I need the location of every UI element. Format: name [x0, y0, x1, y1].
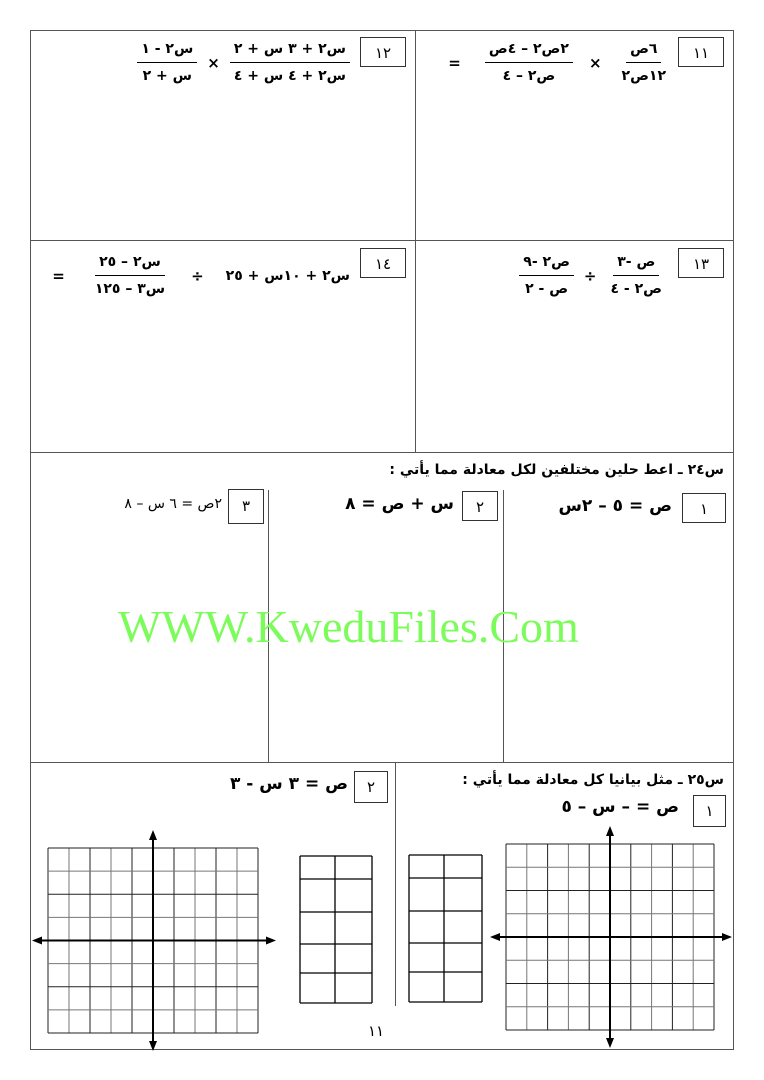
arrow-left-icon — [32, 936, 42, 945]
equals-sign: = — [52, 266, 65, 285]
fraction: س٢ – ٢٥ س٣ – ١٢٥ — [91, 253, 169, 298]
denominator: ١٢ص٢ — [621, 68, 666, 84]
numerator: س٢ + ٣ س + ٢ — [229, 40, 350, 63]
divide-sign: ÷ — [191, 266, 204, 285]
denominator: ص٢ - ٤ — [610, 281, 663, 297]
item-number: ١ — [682, 493, 726, 523]
arrow-up-icon — [606, 826, 614, 836]
fraction: س٢ - ١ س + ٢ — [137, 40, 198, 85]
denominator: س٢ + ٤ س + ٤ — [233, 68, 346, 84]
denominator: س + ٢ — [142, 68, 192, 84]
worksheet-border — [30, 30, 734, 1050]
page-number: ١١ — [368, 1022, 385, 1040]
arrow-right-icon — [266, 936, 276, 945]
column-divider — [503, 490, 504, 762]
values-table[interactable] — [299, 855, 373, 1004]
problem-number-12: ١٢ — [360, 37, 406, 67]
numerator: ٢ص٢ – ٤ص — [484, 40, 573, 63]
item-number: ٢ — [354, 771, 388, 803]
equation: س + ص = ٨ — [345, 494, 454, 514]
arrow-right-icon — [722, 933, 732, 941]
arrow-down-icon — [149, 1041, 157, 1051]
term: س٢ + ١٠س + ٢٥ — [225, 267, 350, 284]
numerator: ص -٣ — [613, 253, 660, 276]
column-divider — [268, 490, 269, 762]
problem-13-expression: ص -٣ ص٢ - ٤ ÷ ص٢ -٩ ص - ٢ — [519, 253, 666, 298]
coordinate-grid[interactable] — [32, 830, 276, 1051]
arrow-down-icon — [606, 1038, 614, 1048]
row-divider — [30, 452, 733, 453]
arrow-up-icon — [149, 830, 157, 840]
denominator: س٣ – ١٢٥ — [94, 281, 166, 297]
fraction: ٦ص ١٢ص٢ — [618, 40, 670, 85]
problem-14-expression: س٢ + ١٠س + ٢٥ ÷ س٢ – ٢٥ س٣ – ١٢٥ = — [52, 253, 350, 298]
denominator: ص٢ – ٤ — [502, 68, 556, 84]
item-number: ١ — [693, 795, 726, 827]
numerator: ٦ص — [626, 40, 662, 63]
watermark: WWW.KweduFiles.Com — [118, 601, 579, 652]
multiply-sign: × — [207, 53, 220, 72]
problem-number-13: ١٣ — [678, 248, 724, 278]
fraction: س٢ + ٣ س + ٢ س٢ + ٤ س + ٤ — [229, 40, 350, 85]
values-table[interactable] — [408, 854, 483, 1003]
numerator: س٢ - ١ — [137, 40, 198, 63]
coordinate-grid[interactable] — [490, 826, 732, 1048]
problem-number-14: ١٤ — [360, 248, 406, 278]
fraction: ٢ص٢ – ٤ص ص٢ – ٤ — [484, 40, 573, 85]
problem-11-expression: ٦ص ١٢ص٢ × ٢ص٢ – ٤ص ص٢ – ٤ = — [448, 40, 670, 85]
equals-sign: = — [448, 53, 461, 72]
divide-sign: ÷ — [583, 266, 597, 285]
column-divider — [395, 762, 396, 1006]
problem-number-11: ١١ — [678, 37, 724, 67]
fraction: ص٢ -٩ ص - ٢ — [519, 253, 574, 298]
denominator: ص - ٢ — [525, 281, 569, 297]
question-24-title: س٢٤ ـ اعط حلين مختلفين لكل معادلة مما يأ… — [389, 462, 724, 478]
question-25-title: س٢٥ ـ مثل بيانيا كل معادلة مما يأتي : — [462, 772, 724, 788]
equation: ص = ٥ – ٢س — [558, 496, 672, 516]
item-number: ٢ — [462, 491, 498, 521]
arrow-left-icon — [490, 933, 500, 941]
multiply-sign: × — [588, 53, 602, 72]
item-number: ٣ — [228, 489, 264, 524]
problem-12-expression: س٢ + ٣ س + ٢ س٢ + ٤ س + ٤ × س٢ - ١ س + ٢ — [137, 40, 350, 85]
fraction: ص -٣ ص٢ - ٤ — [607, 253, 667, 298]
row-divider — [30, 762, 733, 763]
equation: ص = ٣ س - ٣ — [229, 774, 348, 794]
numerator: ص٢ -٩ — [519, 253, 574, 276]
numerator: س٢ – ٢٥ — [95, 253, 165, 276]
row-divider — [30, 240, 733, 241]
equation: ٢ص = ٦ س – ٨ — [124, 496, 222, 512]
equation: ص = – س – ٥ — [561, 797, 679, 817]
column-divider — [415, 30, 416, 452]
